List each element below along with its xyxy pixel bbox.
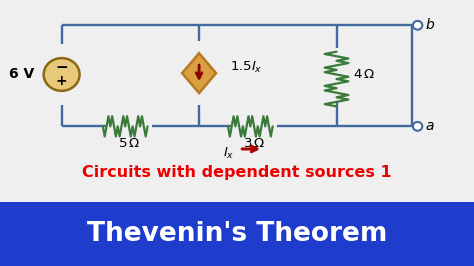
Text: Thevenin's Theorem: Thevenin's Theorem — [87, 221, 387, 247]
Text: $3\,\Omega$: $3\,\Omega$ — [243, 137, 265, 150]
Ellipse shape — [413, 21, 422, 30]
Polygon shape — [182, 53, 216, 93]
Text: $I_x$: $I_x$ — [223, 146, 235, 161]
Bar — [0, 202, 474, 266]
Text: $1.5I_x$: $1.5I_x$ — [230, 60, 263, 75]
Text: a: a — [426, 119, 435, 133]
Ellipse shape — [413, 122, 422, 131]
Text: −: − — [55, 60, 68, 74]
Text: +: + — [56, 74, 67, 88]
Text: 6 V: 6 V — [9, 68, 34, 81]
Ellipse shape — [44, 58, 80, 91]
Text: b: b — [426, 18, 435, 32]
Text: Circuits with dependent sources 1: Circuits with dependent sources 1 — [82, 165, 392, 180]
Text: $4\,\Omega$: $4\,\Omega$ — [353, 68, 375, 81]
Text: $5\,\Omega$: $5\,\Omega$ — [118, 137, 140, 150]
